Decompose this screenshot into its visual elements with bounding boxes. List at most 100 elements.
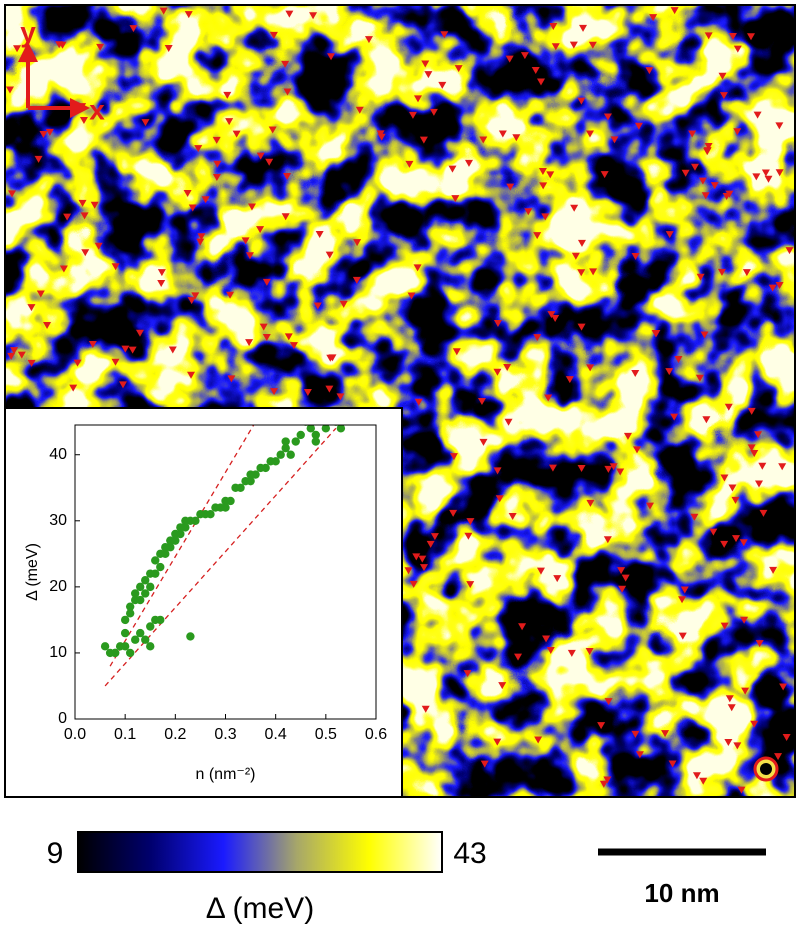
dopant bbox=[141, 119, 150, 127]
dopant bbox=[670, 413, 679, 421]
dopant bbox=[408, 111, 417, 119]
dopant bbox=[449, 509, 458, 517]
dopant bbox=[739, 539, 748, 547]
dopant bbox=[498, 130, 507, 138]
dopant bbox=[704, 143, 713, 151]
dopant bbox=[577, 323, 586, 331]
x-axis-label: n (nm⁻²) bbox=[196, 766, 256, 783]
dopant bbox=[479, 136, 488, 144]
dopant bbox=[197, 233, 206, 241]
data-point bbox=[125, 602, 135, 611]
dopant bbox=[247, 203, 256, 211]
dopant bbox=[661, 730, 670, 738]
dopant bbox=[111, 263, 120, 271]
dopant bbox=[775, 281, 784, 289]
y-tick-label: 0 bbox=[58, 710, 67, 727]
dopant bbox=[533, 232, 542, 240]
dopant bbox=[327, 53, 336, 61]
dopant bbox=[504, 418, 513, 426]
dopant bbox=[754, 431, 763, 439]
dopant bbox=[111, 358, 120, 366]
dopant bbox=[303, 388, 312, 396]
dopant bbox=[652, 330, 661, 338]
dopant bbox=[785, 247, 794, 255]
dopant bbox=[512, 134, 521, 142]
dopant bbox=[7, 352, 16, 360]
dopant bbox=[223, 91, 232, 99]
dopant bbox=[421, 60, 430, 68]
data-point bbox=[136, 582, 145, 592]
marker-dot bbox=[760, 763, 772, 775]
dopant bbox=[775, 169, 784, 177]
dopant bbox=[544, 394, 553, 402]
dopant bbox=[245, 339, 254, 347]
dopant bbox=[649, 14, 658, 22]
dopant bbox=[548, 464, 557, 472]
dopant bbox=[477, 398, 486, 406]
dopant bbox=[753, 111, 762, 119]
data-point bbox=[281, 437, 290, 446]
dopant bbox=[604, 465, 613, 473]
dopant bbox=[80, 212, 89, 220]
dopant bbox=[188, 204, 197, 212]
dopant bbox=[752, 173, 761, 181]
dopant bbox=[69, 384, 78, 392]
dopant bbox=[731, 496, 740, 504]
dopant bbox=[536, 567, 545, 575]
dopant bbox=[212, 173, 221, 181]
x-tick-label: 0.2 bbox=[164, 726, 186, 743]
dopant bbox=[747, 444, 756, 452]
dopant bbox=[755, 480, 764, 488]
x-tick-label: 0.0 bbox=[64, 726, 86, 743]
dopant bbox=[688, 130, 697, 138]
dopant bbox=[184, 11, 193, 19]
dopant bbox=[733, 742, 742, 750]
dopant bbox=[336, 393, 345, 401]
dopant bbox=[665, 231, 674, 239]
dopant bbox=[690, 513, 699, 521]
dopant bbox=[325, 385, 334, 393]
dopant bbox=[567, 649, 576, 657]
dopant bbox=[634, 122, 643, 130]
dopant bbox=[212, 136, 221, 144]
dopant bbox=[94, 242, 103, 250]
dopant bbox=[704, 32, 713, 40]
dopant bbox=[534, 736, 543, 744]
dopant bbox=[728, 33, 737, 41]
dopant bbox=[463, 670, 472, 678]
dopant bbox=[538, 167, 547, 175]
data-point bbox=[151, 569, 160, 578]
data-point bbox=[276, 450, 285, 459]
dopant bbox=[759, 509, 768, 517]
data-point bbox=[136, 595, 145, 605]
data-point bbox=[120, 628, 130, 638]
x-direction-label: x bbox=[89, 94, 105, 125]
dopant bbox=[449, 453, 458, 461]
dopant bbox=[88, 340, 97, 348]
dopant bbox=[577, 269, 586, 277]
data-point bbox=[120, 642, 130, 651]
dopant bbox=[577, 97, 586, 105]
data-point bbox=[321, 425, 331, 433]
dopant bbox=[451, 195, 460, 203]
dopant bbox=[747, 407, 756, 415]
y-tick-label: 10 bbox=[49, 644, 67, 661]
dopant bbox=[36, 290, 45, 298]
data-point bbox=[176, 529, 185, 539]
dopant bbox=[727, 704, 736, 712]
data-point bbox=[151, 556, 160, 565]
dopant bbox=[546, 646, 555, 654]
dopant bbox=[699, 777, 708, 785]
dopant bbox=[17, 351, 26, 359]
dopant bbox=[34, 155, 43, 163]
dopant bbox=[129, 25, 138, 33]
dopant bbox=[191, 292, 200, 300]
dopant bbox=[259, 323, 268, 331]
dopant bbox=[589, 268, 598, 276]
dopant bbox=[325, 251, 334, 259]
dopant bbox=[610, 136, 619, 144]
dopant bbox=[8, 190, 17, 198]
data-point bbox=[131, 589, 140, 598]
dopant-layer bbox=[5, 7, 794, 794]
dopant bbox=[746, 33, 755, 41]
